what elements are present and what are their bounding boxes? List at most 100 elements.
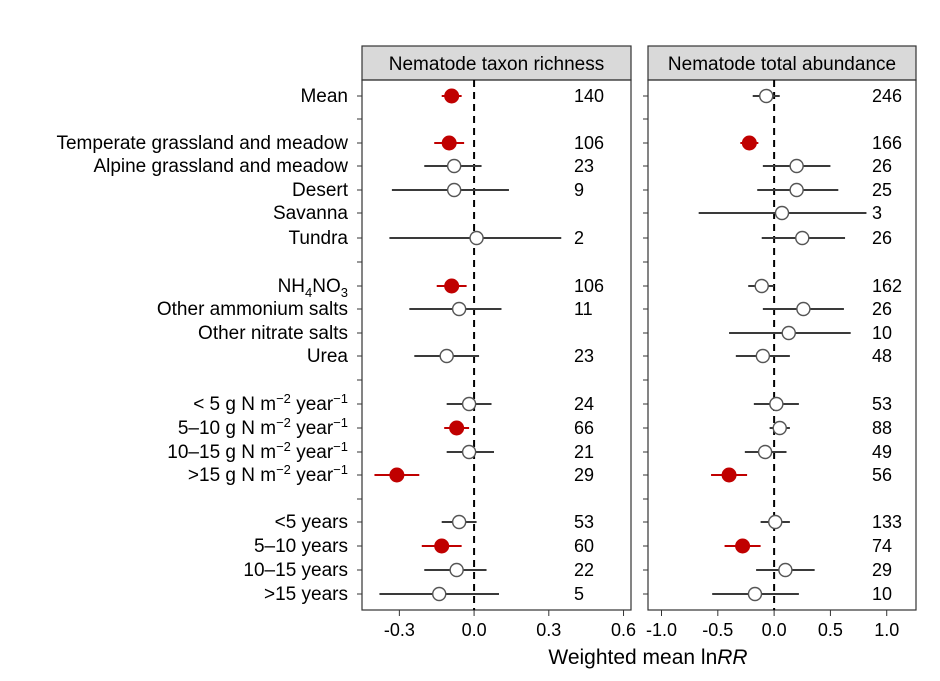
- sample-size-label: 166: [872, 133, 902, 153]
- panel-title: Nematode total abundance: [668, 54, 896, 75]
- sample-size-label: 140: [574, 86, 604, 106]
- row-label: NH4NO3: [278, 276, 348, 300]
- sample-size-label: 2: [574, 228, 584, 248]
- sample-size-label: 53: [872, 394, 892, 414]
- row-label: 10–15 g N m−2 year−1: [167, 439, 348, 463]
- effect-point: [451, 301, 467, 317]
- effect-point: [451, 514, 467, 530]
- panel-strip: [361, 45, 632, 81]
- row-label: 5–10 g N m−2 year−1: [178, 415, 348, 439]
- x-tick-label: 0.3: [536, 620, 561, 640]
- effect-point: [461, 444, 477, 460]
- effect-point: [795, 230, 810, 246]
- effect-point-significant: [449, 420, 465, 436]
- row-label: Other nitrate salts: [198, 323, 348, 344]
- sample-size-label: 53: [574, 512, 594, 532]
- row-label: Savanna: [273, 203, 348, 224]
- effect-point: [757, 444, 773, 460]
- effect-point: [778, 562, 793, 578]
- effect-point: [774, 205, 790, 221]
- panel-strip: [647, 45, 917, 81]
- sample-size-label: 29: [872, 560, 892, 580]
- row-label: Tundra: [289, 228, 349, 249]
- effect-point: [789, 158, 804, 174]
- x-tick-label: 0.0: [762, 620, 787, 640]
- row-label: <5 years: [275, 512, 348, 533]
- sample-size-label: 24: [574, 394, 594, 414]
- sample-size-label: 246: [872, 86, 902, 106]
- sample-size-label: 48: [872, 346, 892, 366]
- sample-size-label: 5: [574, 584, 584, 604]
- sample-size-label: 9: [574, 180, 584, 200]
- effect-point: [781, 325, 796, 341]
- effect-point: [439, 348, 454, 364]
- sample-size-label: 106: [574, 276, 604, 296]
- row-label: Temperate grassland and meadow: [56, 133, 348, 154]
- effect-point: [754, 278, 769, 294]
- effect-point: [772, 420, 787, 436]
- row-label: >15 g N m−2 year−1: [188, 462, 348, 486]
- effect-point-significant: [444, 278, 460, 294]
- effect-point: [461, 396, 477, 412]
- effect-point: [769, 396, 784, 412]
- effect-point: [446, 182, 462, 198]
- sample-size-label: 66: [574, 418, 594, 438]
- effect-point: [446, 158, 462, 174]
- x-tick-label: 1.0: [874, 620, 899, 640]
- x-tick-label: -1.0: [646, 620, 677, 640]
- sample-size-label: 11: [574, 299, 593, 319]
- panel-frame: [361, 79, 632, 611]
- panel-1: Nematode taxon richness -0.3 0.0 0.3 0.6 140 1…: [357, 45, 636, 640]
- row-label: Urea: [307, 346, 349, 367]
- sample-size-label: 10: [872, 584, 892, 604]
- effect-point: [768, 514, 783, 530]
- row-label: 10–15 years: [243, 560, 348, 581]
- sample-size-label: 162: [872, 276, 902, 296]
- sample-size-label: 26: [872, 299, 892, 319]
- x-tick-label: 0.0: [462, 620, 487, 640]
- sample-size-label: 88: [872, 418, 892, 438]
- sample-size-label: 10: [872, 323, 892, 343]
- sample-size-label: 23: [574, 156, 594, 176]
- row-label: >15 years: [264, 584, 348, 605]
- sample-size-label: 29: [574, 465, 594, 485]
- effect-point-significant: [441, 135, 457, 151]
- sample-size-label: 26: [872, 228, 892, 248]
- x-tick-label: 0.5: [818, 620, 843, 640]
- row-label: < 5 g N m−2 year−1: [193, 391, 348, 415]
- effect-point-significant: [721, 467, 737, 483]
- effect-point-significant: [444, 88, 460, 104]
- sample-size-label: 23: [574, 346, 594, 366]
- effect-point-significant: [389, 467, 405, 483]
- x-tick-label: 0.6: [611, 620, 636, 640]
- sample-size-label: 26: [872, 156, 892, 176]
- panel-2: Nematode total abundance -1.0 -0.5 0.0 0.5 1.…: [643, 45, 917, 640]
- panel-title: Nematode taxon richness: [389, 54, 604, 75]
- sample-size-label: 56: [872, 465, 892, 485]
- sample-size-label: 74: [872, 536, 892, 556]
- effect-point-significant: [741, 135, 757, 151]
- effect-point: [789, 182, 804, 198]
- panel-frame: [647, 79, 917, 611]
- sample-size-label: 49: [872, 442, 892, 462]
- effect-point: [449, 562, 464, 578]
- effect-point: [469, 230, 484, 246]
- row-label: Mean: [300, 86, 348, 107]
- sample-size-label: 3: [872, 203, 882, 223]
- row-label: Desert: [292, 180, 349, 201]
- sample-size-label: 106: [574, 133, 604, 153]
- effect-point: [432, 586, 447, 602]
- row-label: 5–10 years: [254, 536, 348, 557]
- sample-size-label: 22: [574, 560, 594, 580]
- sample-size-label: 25: [872, 180, 892, 200]
- effect-point: [755, 348, 771, 364]
- effect-point-significant: [735, 538, 751, 554]
- sample-size-label: 60: [574, 536, 594, 556]
- x-axis-title: Weighted mean lnRR: [548, 646, 747, 669]
- effect-point-significant: [434, 538, 450, 554]
- sample-size-label: 21: [574, 442, 594, 462]
- effect-point: [759, 88, 774, 104]
- row-label: Alpine grassland and meadow: [93, 156, 348, 177]
- effect-point: [747, 586, 763, 602]
